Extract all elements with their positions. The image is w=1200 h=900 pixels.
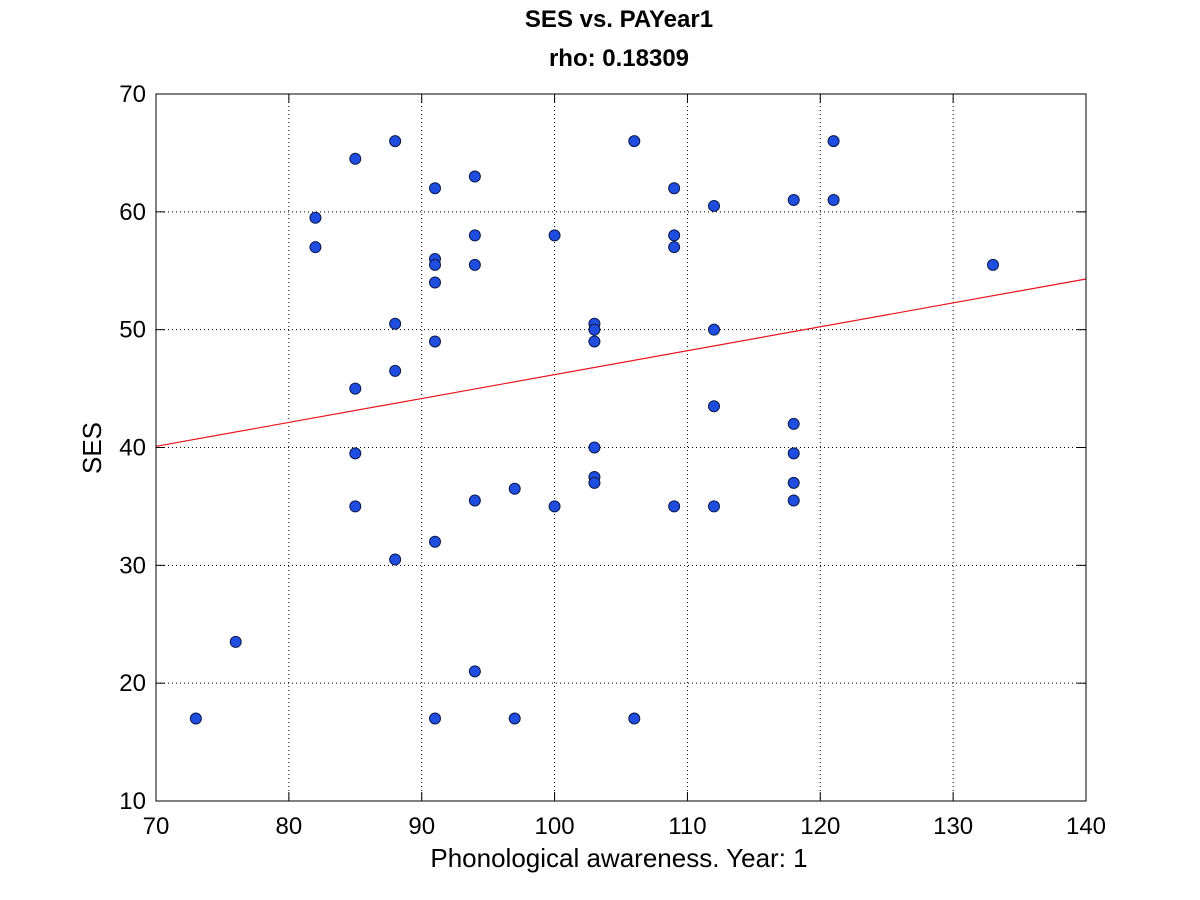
data-point [588,441,601,454]
data-point [628,712,641,725]
x-axis: 70 80 90 100 110 120 130 140 [143,94,1106,840]
x-axis-label: Phonological awareness. Year: 1 [430,843,807,873]
y-tick-label: 20 [119,670,146,697]
x-tick-label: 100 [535,813,575,840]
data-point [548,500,561,513]
data-point [787,447,800,460]
x-tick-label: 130 [933,813,973,840]
data-point [349,447,362,460]
data-point [189,712,202,725]
chart-subtitle: rho: 0.18309 [549,45,689,72]
y-tick-label: 50 [119,317,146,344]
chart-title: SES vs. PAYear1 [525,6,713,33]
x-tick-label: 80 [276,813,303,840]
data-point [708,400,720,413]
data-point [389,317,402,330]
data-point [468,170,481,183]
y-axis-label: SES [77,422,107,474]
data-point [588,476,601,489]
y-tick-label: 30 [119,552,146,579]
data-point [548,229,561,242]
data-point [468,229,481,242]
data-point [229,635,242,648]
x-tick-label: 70 [143,813,170,840]
data-point [708,500,720,513]
data-point [429,712,441,725]
data-point [429,182,441,195]
data-point [588,323,601,336]
data-point [668,182,681,195]
data-point [827,135,840,148]
data-point [468,494,481,507]
data-point [508,482,521,495]
data-point [389,135,402,148]
data-point [429,335,441,348]
x-tick-label: 140 [1066,813,1106,840]
y-tick-label: 60 [119,199,146,226]
regression-line-group [155,278,1087,447]
data-point [429,276,441,289]
data-point [349,382,362,395]
data-point [628,135,641,148]
data-point [429,535,441,548]
data-point [429,258,441,271]
data-point [787,417,800,430]
data-point [389,553,402,566]
data-point [668,500,681,513]
data-point [389,364,402,377]
y-tick-label: 40 [119,435,146,462]
data-point [349,500,362,513]
x-tick-label: 90 [408,813,435,840]
data-point [468,258,481,271]
data-point [668,229,681,242]
data-point [468,665,481,678]
y-tick-label: 70 [119,81,146,108]
data-point [708,323,720,336]
data-point [309,241,322,254]
data-point [668,241,681,254]
data-point [508,712,521,725]
data-point [787,494,800,507]
y-axis: 10 20 30 40 50 60 70 [119,81,1086,815]
data-point [787,476,800,489]
data-point [827,194,840,207]
data-point [309,211,322,224]
data-point [349,152,362,165]
data-points [189,135,999,725]
data-point [987,258,999,271]
regression-line [155,278,1087,447]
x-tick-label: 120 [800,813,840,840]
data-point [708,199,720,212]
grid-lines [156,94,1086,801]
x-tick-label: 110 [668,813,706,840]
data-point [787,194,800,207]
y-tick-label: 10 [119,788,146,815]
data-point [588,335,601,348]
